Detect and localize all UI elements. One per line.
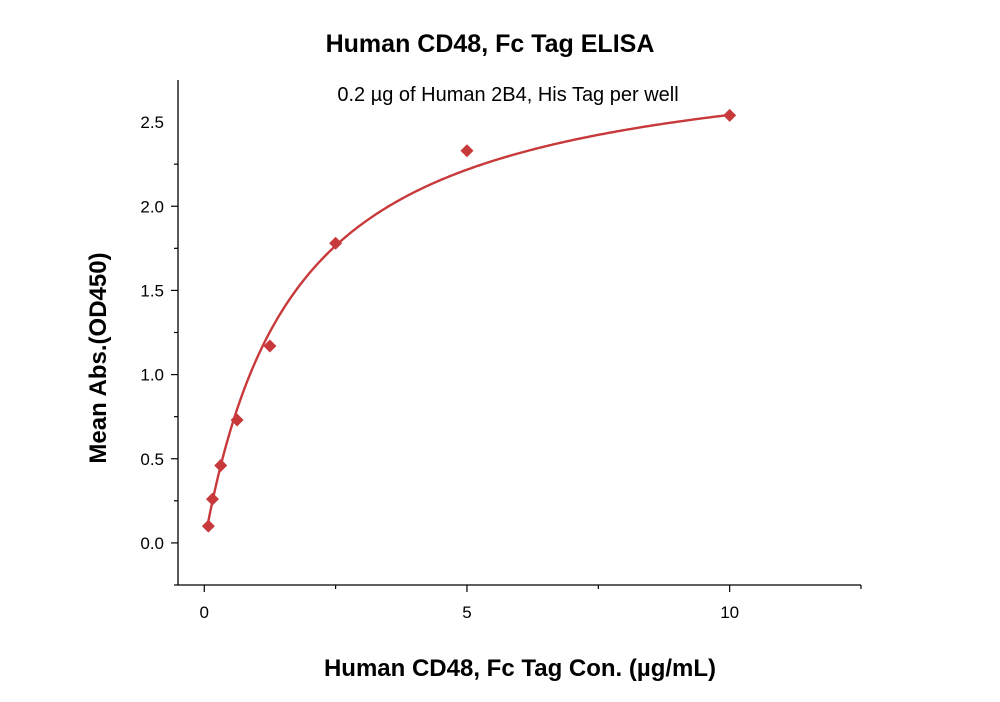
y-ticks: 0.0 0.5 1.0 1.5 2.0 2.5 xyxy=(140,113,178,586)
axes xyxy=(177,80,861,586)
x-tick-label: 5 xyxy=(462,603,471,622)
chart-title: Human CD48, Fc Tag ELISA xyxy=(326,30,655,58)
y-tick-label: 1.5 xyxy=(140,281,164,300)
chart-subtitle: 0.2 µg of Human 2B4, His Tag per well xyxy=(337,84,678,106)
y-tick-label: 1.0 xyxy=(140,366,164,385)
fit-curve xyxy=(207,113,730,522)
y-tick-label: 2.5 xyxy=(140,113,164,132)
y-tick-label: 0.0 xyxy=(140,534,164,553)
data-point xyxy=(329,236,343,250)
y-tick-label: 2.0 xyxy=(140,197,164,216)
x-axis-label: Human CD48, Fc Tag Con. (µg/mL) xyxy=(324,655,716,682)
data-point xyxy=(205,492,219,506)
x-ticks: 0 5 10 xyxy=(200,585,862,622)
data-point xyxy=(214,458,228,472)
x-tick-label: 0 xyxy=(200,603,209,622)
x-tick-label: 10 xyxy=(720,603,739,622)
data-point xyxy=(230,413,244,427)
data-point xyxy=(460,144,474,158)
data-point xyxy=(201,519,215,533)
data-points xyxy=(201,108,737,533)
y-tick-label: 0.5 xyxy=(140,450,164,469)
y-axis-label: Mean Abs.(OD450) xyxy=(85,252,112,463)
data-point xyxy=(263,339,277,353)
data-point xyxy=(723,108,737,122)
